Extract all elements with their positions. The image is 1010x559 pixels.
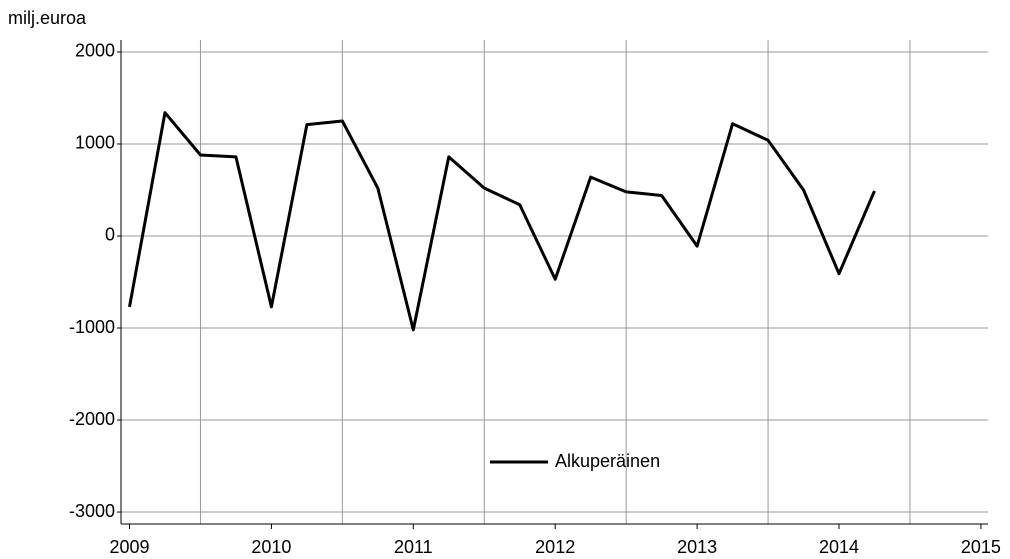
x-tick-label: 2010 — [251, 537, 291, 557]
data-line — [128, 111, 876, 332]
x-tick-label: 2013 — [677, 537, 717, 557]
y-tick-label: 1000 — [75, 133, 115, 153]
x-tick-label: 2015 — [961, 537, 1001, 557]
x-tick-label: 2011 — [394, 537, 433, 557]
x-tick-label: 2009 — [109, 537, 149, 557]
y-tick-label: 0 — [105, 225, 115, 245]
y-tick-label: 2000 — [75, 41, 115, 61]
x-tick-label: 2012 — [535, 537, 575, 557]
x-tick-label: 2014 — [819, 537, 859, 557]
y-tick-label: -1000 — [69, 317, 115, 337]
y-tick-label: -2000 — [69, 409, 115, 429]
legend-label: Alkuperäinen — [555, 451, 660, 471]
y-tick-label: -3000 — [69, 501, 115, 521]
y-axis-label: milj.euroa — [8, 8, 87, 28]
